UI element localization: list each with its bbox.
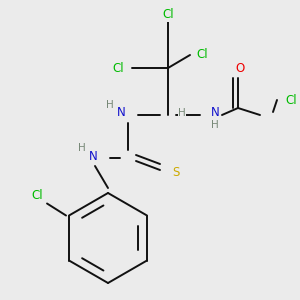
Text: H: H	[178, 108, 186, 118]
Text: Cl: Cl	[112, 61, 124, 74]
Text: H: H	[78, 143, 86, 153]
Text: N: N	[211, 106, 219, 119]
Text: O: O	[236, 61, 244, 74]
Text: H: H	[211, 120, 219, 130]
Text: N: N	[88, 149, 98, 163]
Text: N: N	[117, 106, 125, 119]
Text: Cl: Cl	[31, 189, 43, 202]
Text: Cl: Cl	[285, 94, 297, 106]
Text: H: H	[106, 100, 114, 110]
Text: S: S	[172, 166, 180, 178]
Text: Cl: Cl	[196, 49, 208, 62]
Text: Cl: Cl	[162, 8, 174, 22]
